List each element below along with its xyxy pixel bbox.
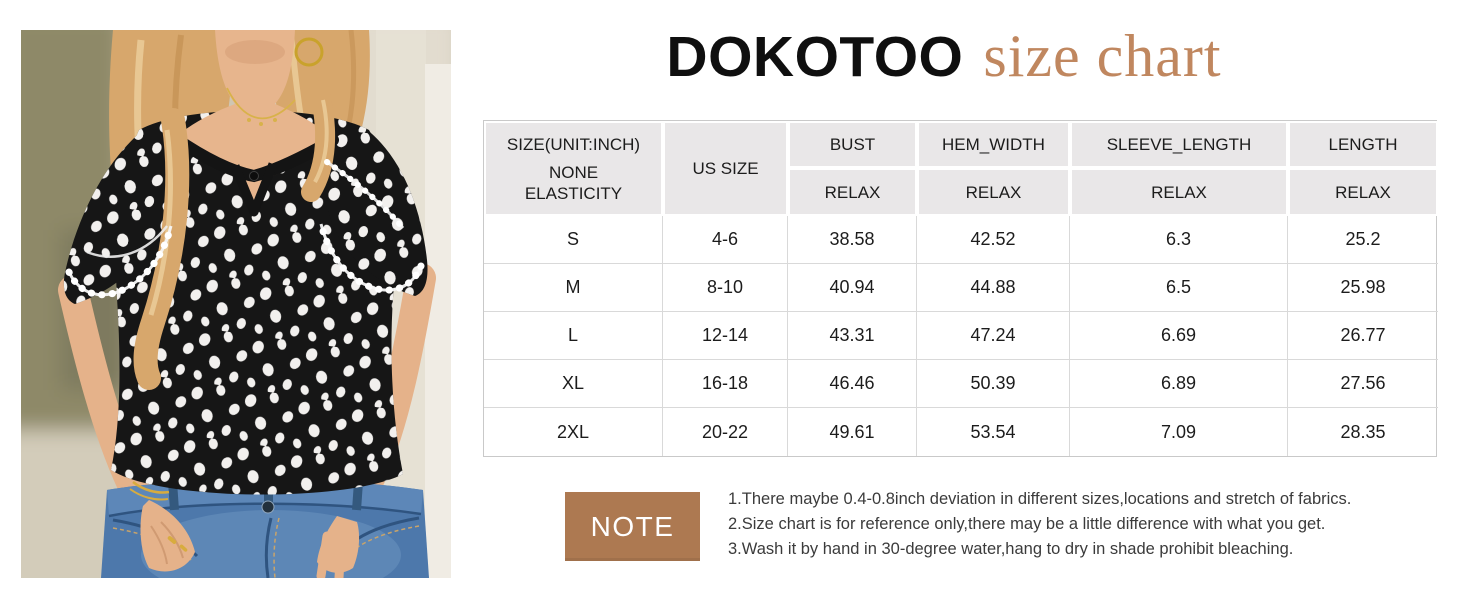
table-cell-size: 2XL (484, 408, 663, 456)
table-cell-us: 8-10 (663, 264, 788, 312)
table-cell-us: 16-18 (663, 360, 788, 408)
table-cell-length: 27.56 (1288, 360, 1438, 408)
table-cell-size: M (484, 264, 663, 312)
header-bust: BUST (788, 121, 917, 168)
table-cell-bust: 43.31 (788, 312, 917, 360)
note-list: 1.There maybe 0.4-0.8inch deviation in d… (728, 487, 1351, 562)
header-hem-width: HEM_WIDTH (917, 121, 1070, 168)
table-cell-hem: 53.54 (917, 408, 1070, 456)
product-photo (21, 30, 451, 578)
ring (167, 536, 177, 544)
jewelry (129, 37, 324, 552)
size-table: SIZE(UNIT:INCH) NONE ELASTICITY US SIZE … (483, 120, 1438, 457)
header-bust-relax: RELAX (788, 168, 917, 216)
table-cell-size: XL (484, 360, 663, 408)
table-cell-us: 4-6 (663, 216, 788, 264)
hoop-earring (294, 37, 324, 67)
table-cell-sleeve: 6.69 (1070, 312, 1288, 360)
table-cell-us: 12-14 (663, 312, 788, 360)
table-cell-length: 25.98 (1288, 264, 1438, 312)
button (249, 171, 259, 181)
table-cell-length: 26.77 (1288, 312, 1438, 360)
table-cell-hem: 42.52 (917, 216, 1070, 264)
hands (140, 500, 360, 578)
table-cell-bust: 38.58 (788, 216, 917, 264)
note-label-box: NOTE (565, 492, 700, 561)
header-length-relax: RELAX (1288, 168, 1438, 216)
table-cell-sleeve: 6.89 (1070, 360, 1288, 408)
table-cell-bust: 49.61 (788, 408, 917, 456)
table-cell-sleeve: 6.5 (1070, 264, 1288, 312)
page-title: DOKOTOO size chart (467, 22, 1421, 91)
header-hem-relax: RELAX (917, 168, 1070, 216)
bracelet (132, 481, 170, 494)
table-cell-size: L (484, 312, 663, 360)
neckline (169, 132, 339, 217)
note-item: 3.Wash it by hand in 30-degree water,han… (728, 540, 1294, 558)
table-cell-bust: 40.94 (788, 264, 917, 312)
necklace (226, 87, 296, 120)
table-cell-length: 28.35 (1340, 421, 1386, 442)
note-item: 1.There maybe 0.4-0.8inch deviation in d… (728, 490, 1352, 508)
table-cell-sleeve: 7.09 (1070, 408, 1288, 456)
table-cell-us: 20-22 (663, 408, 788, 456)
header-sleeve-relax: RELAX (1070, 168, 1288, 216)
table-cell-size: S (484, 216, 663, 264)
ring (179, 544, 188, 552)
table-cell-hem: 44.88 (917, 264, 1070, 312)
table-cell-bust: 46.46 (788, 360, 917, 408)
table-cell-hem: 50.39 (917, 360, 1070, 408)
header-length: LENGTH (1288, 121, 1438, 168)
bracelet (129, 488, 169, 501)
title-suffix: size chart (983, 23, 1222, 89)
table-cell-sleeve: 6.3 (1070, 216, 1288, 264)
elasticity-line: NONE ELASTICITY (524, 162, 623, 203)
header-us-size: US SIZE (663, 121, 788, 216)
brand-name: DOKOTOO (666, 25, 964, 89)
size-unit-line: SIZE(UNIT:INCH) (506, 134, 641, 154)
table-cell-hem: 47.24 (917, 312, 1070, 360)
hair-front (133, 80, 336, 390)
model-photo-illustration (21, 30, 451, 578)
header-size-unit: SIZE(UNIT:INCH) NONE ELASTICITY (484, 121, 663, 216)
lace-trim (65, 159, 425, 299)
table-cell-length: 25.2 (1288, 216, 1438, 264)
note-item: 2.Size chart is for reference only,there… (728, 515, 1326, 533)
header-sleeve-length: SLEEVE_LENGTH (1070, 121, 1288, 168)
